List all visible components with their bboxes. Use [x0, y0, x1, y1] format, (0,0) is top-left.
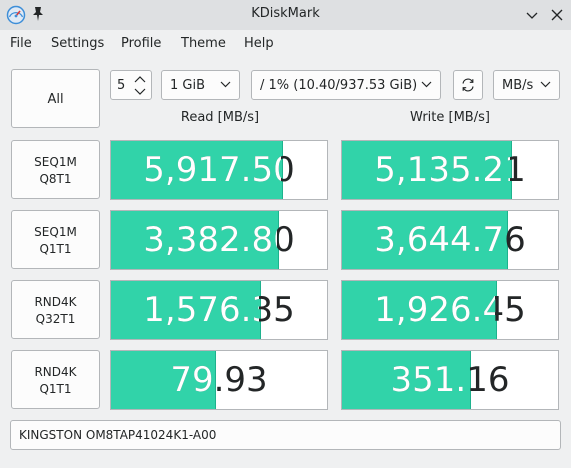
test-button-3[interactable]: RND4K Q32T1: [11, 280, 100, 339]
write-result-fill: [342, 281, 497, 339]
chevron-down-icon: [421, 81, 432, 88]
loop-count-value: 5: [117, 78, 126, 93]
device-name-field[interactable]: KINGSTON OM8TAP41024K1-A00: [10, 420, 561, 450]
pin-icon[interactable]: [31, 6, 45, 22]
chevron-down-icon[interactable]: [133, 86, 147, 97]
write-result-value: 351.16: [390, 360, 510, 400]
read-result-fill: [111, 281, 261, 339]
minimize-button[interactable]: [522, 5, 542, 25]
read-result-fill: [111, 211, 279, 269]
test-label-line1: SEQ1M: [34, 155, 77, 169]
unit-value: MB/s: [502, 78, 534, 93]
write-result-value: 5,135.21: [374, 150, 526, 190]
read-result-bar: 3,382.80 3,382.80: [110, 210, 328, 270]
chevron-down-icon: [220, 81, 231, 88]
run-all-button[interactable]: All: [11, 69, 100, 128]
write-result-value: 3,644.76: [374, 220, 526, 260]
write-result-fill: [342, 351, 471, 409]
write-result-value-overlay: 5,135.21: [374, 150, 526, 190]
title-bar: KDiskMark: [0, 0, 571, 30]
test-label-line1: SEQ1M: [34, 225, 77, 239]
test-label-line2: Q1T1: [39, 382, 72, 396]
test-label-line2: Q1T1: [39, 242, 72, 256]
read-column-header: Read [MB/s]: [180, 110, 260, 125]
read-result-bar: 5,917.50 5,917.50: [110, 140, 328, 200]
write-result-bar: 5,135.21 5,135.21: [341, 140, 559, 200]
test-button-4[interactable]: RND4K Q1T1: [11, 350, 100, 409]
file-size-value: 1 GiB: [170, 78, 206, 93]
test-label: SEQ1M Q8T1: [12, 154, 99, 188]
loop-count-spinbox[interactable]: 5: [110, 70, 152, 100]
drive-value: / 1% (10.40/937.53 GiB): [260, 78, 418, 93]
test-label-line1: RND4K: [34, 365, 77, 379]
test-label-line1: RND4K: [34, 295, 77, 309]
write-result-value-overlay: 3,644.76: [374, 220, 526, 260]
read-result-fill: [111, 141, 283, 199]
menu-help[interactable]: Help: [244, 36, 274, 51]
chevron-down-icon: [540, 81, 551, 88]
drive-dropdown[interactable]: / 1% (10.40/937.53 GiB): [251, 70, 441, 100]
read-result-bar: 79.93 79.93: [110, 350, 328, 410]
read-result-value-overlay: 5,917.50: [143, 150, 295, 190]
close-button[interactable]: [547, 5, 567, 25]
refresh-button[interactable]: [453, 70, 483, 100]
close-icon: [551, 9, 563, 21]
device-name: KINGSTON OM8TAP41024K1-A00: [19, 428, 217, 442]
read-result-bar: 1,576.35 1,576.35: [110, 280, 328, 340]
write-result-bar: 1,926.45 1,926.45: [341, 280, 559, 340]
read-result-value: 5,917.50: [143, 150, 295, 190]
window-title: KDiskMark: [251, 6, 320, 21]
write-column-header: Write [MB/s]: [410, 110, 490, 125]
chevron-up-icon[interactable]: [133, 74, 147, 85]
write-result-value: 1,926.45: [374, 290, 526, 330]
read-result-value: 79.93: [170, 360, 268, 400]
write-result-bar: 351.16 351.16: [341, 350, 559, 410]
write-result-fill: [342, 141, 512, 199]
write-result-bar: 3,644.76 3,644.76: [341, 210, 559, 270]
write-result-fill: [342, 211, 508, 269]
unit-dropdown[interactable]: MB/s: [493, 70, 560, 100]
run-all-label: All: [47, 92, 64, 107]
read-result-value-overlay: 3,382.80: [143, 220, 295, 260]
test-label: RND4K Q32T1: [12, 294, 99, 328]
menu-file[interactable]: File: [10, 36, 32, 51]
test-button-1[interactable]: SEQ1M Q8T1: [11, 140, 100, 199]
menu-bar: File Settings Profile Theme Help: [0, 30, 571, 58]
read-result-value-overlay: 79.93: [170, 360, 268, 400]
read-result-value-overlay: 1,576.35: [143, 290, 295, 330]
menu-settings[interactable]: Settings: [51, 36, 105, 51]
read-result-value: 1,576.35: [143, 290, 295, 330]
read-result-value: 3,382.80: [143, 220, 295, 260]
app-icon: [6, 5, 26, 25]
menu-profile[interactable]: Profile: [121, 36, 162, 51]
test-label: SEQ1M Q1T1: [12, 224, 99, 258]
chevron-down-icon: [526, 12, 538, 19]
test-label-line2: Q32T1: [35, 312, 76, 326]
menu-theme[interactable]: Theme: [181, 36, 226, 51]
file-size-dropdown[interactable]: 1 GiB: [161, 70, 240, 100]
test-label: RND4K Q1T1: [12, 364, 99, 398]
write-result-value-overlay: 1,926.45: [374, 290, 526, 330]
refresh-icon: [462, 78, 474, 92]
write-result-value-overlay: 351.16: [390, 360, 510, 400]
test-label-line2: Q8T1: [39, 172, 72, 186]
read-result-fill: [111, 351, 216, 409]
test-button-2[interactable]: SEQ1M Q1T1: [11, 210, 100, 269]
